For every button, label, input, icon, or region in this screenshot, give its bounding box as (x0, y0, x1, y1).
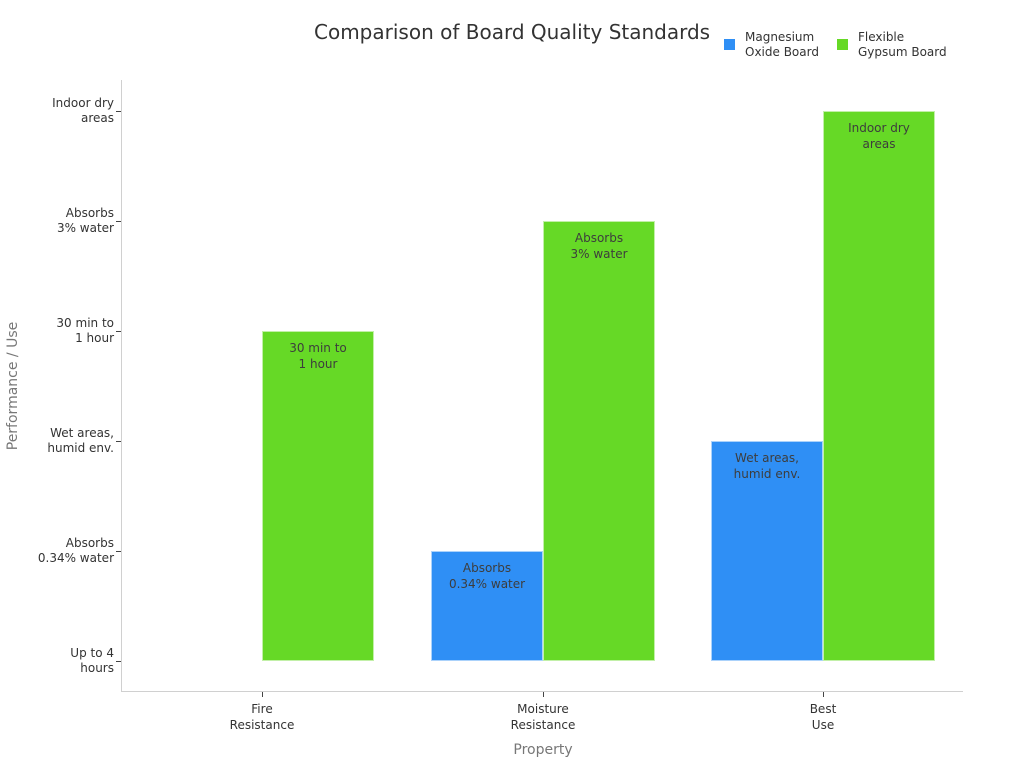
bar-gypsum-moisture-resistance[interactable]: Absorbs 3% water (543, 221, 655, 661)
bar-value-label: 30 min to 1 hour (289, 341, 347, 371)
x-tick (543, 692, 544, 697)
x-tick-label: Fire Resistance (229, 702, 295, 732)
bar-value-label: Wet areas, humid env. (733, 451, 801, 481)
legend-item-gypsum[interactable]: Flexible Gypsum Board (836, 30, 947, 60)
bar-magnesium-moisture-resistance[interactable]: Absorbs 0.34% water (431, 551, 543, 661)
x-tick-label: Moisture Resistance (510, 702, 576, 732)
y-tick (116, 551, 121, 552)
y-tick (116, 331, 121, 332)
bar-value-label: Absorbs 3% water (570, 231, 628, 261)
legend-label-gypsum: Flexible Gypsum Board (857, 30, 947, 59)
bar-gypsum-fire-resistance[interactable]: 30 min to 1 hour (262, 331, 374, 661)
x-tick (262, 692, 263, 697)
x-tick (823, 692, 824, 697)
y-tick-label: Up to 4 hours (70, 646, 114, 675)
legend-swatch-magnesium (724, 39, 735, 50)
y-tick (116, 221, 121, 222)
bar-magnesium-best-use[interactable]: Wet areas, humid env. (711, 441, 823, 661)
y-tick-label: Indoor dry areas (52, 96, 114, 125)
y-tick-label: 30 min to 1 hour (56, 316, 114, 345)
y-tick-label: Absorbs 0.34% water (37, 536, 114, 565)
bar-value-label: Absorbs 0.34% water (448, 561, 526, 591)
y-axis-title: Performance / Use (5, 321, 21, 451)
bar-value-label: Indoor dry areas (848, 121, 910, 151)
y-tick (116, 111, 121, 112)
y-tick (116, 441, 121, 442)
chart-title: Comparison of Board Quality Standards (314, 20, 711, 44)
y-tick-label: Absorbs 3% water (56, 206, 114, 235)
bar-gypsum-best-use[interactable]: Indoor dry areas (823, 111, 935, 661)
x-tick-label: Best Use (809, 702, 837, 732)
y-tick-label: Wet areas, humid env. (47, 426, 114, 455)
legend-swatch-gypsum (836, 39, 848, 50)
x-axis-line (121, 691, 963, 692)
y-axis-line (121, 80, 122, 691)
legend-label-magnesium: Magnesium Oxide Board (745, 30, 819, 59)
x-axis-title: Property (513, 742, 573, 758)
y-tick (116, 661, 121, 662)
legend: Magnesium Oxide Board Flexible Gypsum Bo… (724, 30, 947, 60)
legend-item-magnesium[interactable]: Magnesium Oxide Board (724, 30, 819, 60)
